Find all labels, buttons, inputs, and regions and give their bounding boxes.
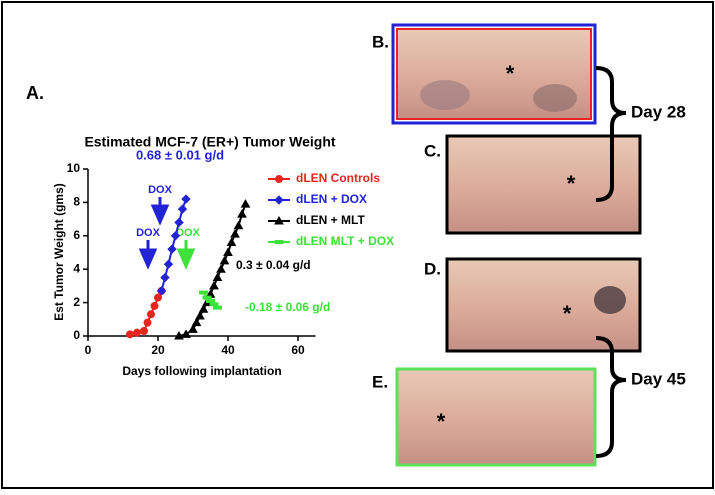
annotation: 0.68 ± 0.01 g/d [136,147,224,162]
asterisk: * [567,171,576,196]
marker [188,324,198,333]
marker [198,304,209,313]
marker [177,204,188,214]
photo-e [395,367,597,467]
marker [206,298,215,303]
marker [174,330,184,340]
marker [226,237,237,246]
arrow [150,197,170,226]
legend-label: dLEN MLT + DOX [296,234,394,248]
legend-label: dLEN Controls [296,171,380,185]
marker [181,329,191,338]
marker [156,286,167,296]
marker [167,244,177,254]
marker [213,305,222,310]
legend-label: dLEN + MLT [296,213,365,227]
marker [181,194,191,204]
arrow [176,240,196,270]
photo-c [445,134,642,235]
x-tick-label: 20 [151,343,165,357]
x-tick-label: 60 [291,343,305,357]
annotation: DOX [148,184,173,196]
marker [275,175,283,183]
marker [216,264,226,273]
x-tick-label: 0 [85,343,92,357]
marker [199,290,208,295]
marker [150,301,159,310]
marker [126,330,134,339]
day-label: Day 45 [631,369,686,388]
x-axis-label: Days following implantation [122,364,281,378]
marker [163,259,174,269]
annotation: 0.3 ± 0.04 g/d [236,258,311,272]
marker [274,195,284,205]
marker [240,199,251,208]
marker [230,229,240,238]
photo-b [391,23,597,125]
chart-title: Estimated MCF-7 (ER+) Tumor Weight [84,134,335,150]
marker [195,310,205,320]
y-tick-label: 4 [73,261,80,275]
y-tick-label: 8 [73,195,80,209]
y-tick-label: 0 [73,328,80,342]
marker [219,255,230,265]
day-label: Day 28 [631,102,686,121]
x-tick-label: 40 [221,343,235,357]
marker [133,328,141,337]
y-tick-label: 2 [73,295,80,309]
panel-label: B. [372,32,389,51]
marker [209,280,219,290]
panel-label: C. [424,141,441,160]
y-tick-label: 10 [67,161,81,175]
y-axis-label: Est Tumor Weight (gms) [52,183,66,321]
marker [237,209,247,218]
marker [202,295,212,300]
marker [274,215,284,225]
marker [170,231,181,241]
marker [209,302,219,307]
asterisk: * [563,301,572,326]
brace [595,66,627,202]
marker [223,247,233,256]
marker [274,240,284,244]
panel-label: A. [26,83,44,103]
marker [233,220,244,230]
photo-d [445,257,642,353]
marker [174,217,184,228]
marker [191,317,202,327]
asterisk: * [506,61,515,86]
panel-label: D. [424,259,441,278]
marker [147,310,155,319]
marker [140,326,148,335]
arrow [138,240,158,270]
marker [160,272,170,283]
legend-label: dLEN + DOX [296,192,367,206]
annotation: -0.18 ± 0.06 g/d [245,300,330,314]
panel-label: E. [372,372,388,391]
marker [154,293,162,302]
marker [143,318,152,327]
asterisk: * [437,409,446,434]
marker [212,272,223,282]
annotation: DOX [136,227,161,239]
annotation: DOX [176,227,201,239]
brace [595,336,627,458]
y-tick-label: 6 [73,228,80,242]
